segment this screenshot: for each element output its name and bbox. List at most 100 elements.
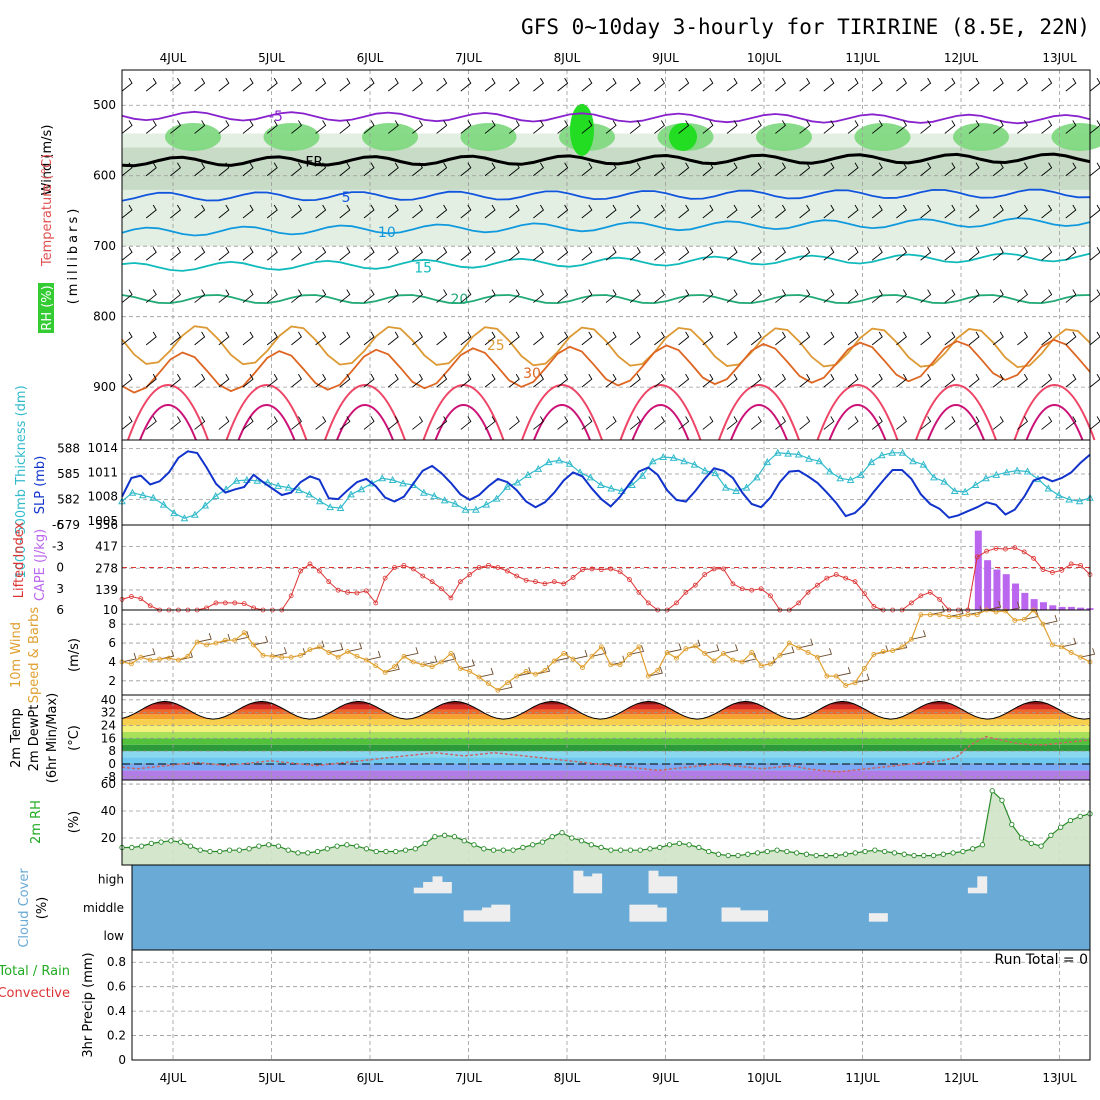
- thickness-point: [773, 448, 782, 456]
- wind-barb: [121, 652, 137, 663]
- lifted-index-point: [993, 545, 999, 551]
- wind-barb: [363, 120, 375, 134]
- cloud-cover-bar: [482, 907, 492, 922]
- wind-barb: [775, 204, 786, 219]
- temp-color-band: [122, 763, 1090, 771]
- wind-speed-point: [965, 612, 971, 618]
- temp-color-band: [122, 744, 1090, 752]
- lifted-index-point: [363, 588, 369, 594]
- isotherm-line: [521, 384, 603, 441]
- wind-barb: [363, 247, 375, 261]
- wind-barb: [750, 289, 762, 303]
- wind-barb: [750, 120, 762, 134]
- wind-barb: [779, 646, 795, 656]
- precip-tick-label: 0.4: [107, 1004, 126, 1018]
- isotherm-line: [121, 294, 1091, 305]
- lifted-index-point: [739, 586, 745, 592]
- cloud-cover-bar: [730, 907, 741, 922]
- wind-barb: [847, 162, 859, 177]
- wind-barb: [194, 247, 206, 261]
- wind-barb: [1080, 648, 1096, 658]
- lifted-index-point: [504, 568, 510, 574]
- wind-barb: [1065, 373, 1077, 388]
- lifted-index-point: [1003, 546, 1008, 552]
- wind-barb: [387, 77, 399, 92]
- wind-speed-point: [645, 673, 651, 679]
- lifted-index-point: [730, 581, 736, 587]
- wind-barb: [573, 649, 588, 660]
- wind-barb: [678, 289, 690, 303]
- wind-barb: [554, 651, 569, 662]
- wind-barb: [436, 247, 448, 261]
- wind-barb: [944, 373, 956, 388]
- cloud-cover-bar: [432, 876, 443, 894]
- rh-point: [500, 847, 506, 853]
- lifted-index-point: [927, 589, 933, 595]
- wind-barb: [702, 77, 714, 92]
- wind-barb: [702, 331, 714, 346]
- lifted-index-point: [551, 579, 557, 585]
- thickness-tick-label: 585: [57, 467, 80, 481]
- wind-barb: [654, 416, 665, 430]
- thickness-point: [950, 486, 959, 494]
- wind-barb: [366, 650, 381, 661]
- wind-barb: [775, 289, 786, 303]
- rh-point: [598, 844, 604, 851]
- wind-barb: [775, 416, 786, 430]
- isotherm-label: 5: [342, 190, 351, 206]
- wind-barb: [968, 77, 980, 92]
- thickness-point: [753, 473, 761, 481]
- temp-2m-ylabels: 2m Temp 2m DewPt (6hr Min/Max) (°C): [9, 693, 82, 783]
- rh-point: [970, 846, 976, 852]
- wind-barb: [436, 120, 448, 134]
- wind-barb: [266, 416, 278, 430]
- pressure-tick-label: 600: [93, 169, 116, 183]
- top-day-label: 7JUL: [455, 51, 482, 65]
- rh-point: [285, 847, 291, 853]
- wind-speed-point: [542, 667, 548, 673]
- wind-barb: [121, 247, 133, 261]
- cloud-level-label: low: [104, 929, 125, 943]
- wind-barb: [1041, 289, 1053, 303]
- cape-li-ylabels: Lifted Index CAPE (J/kg): [12, 521, 48, 601]
- lifted-index-point: [523, 577, 529, 583]
- rh-point: [138, 843, 145, 849]
- rh-2m-label: 2m RH: [29, 800, 44, 844]
- wind-barb: [1041, 416, 1053, 430]
- cape-bar: [1002, 574, 1010, 610]
- wind-barb: [508, 162, 520, 177]
- lifted-index-point: [561, 581, 567, 587]
- thickness-point: [513, 478, 522, 486]
- li-tick-label: 3: [56, 582, 64, 596]
- top-day-label: 9JUL: [652, 51, 679, 65]
- thickness-point: [211, 492, 220, 500]
- wind-barb: [387, 331, 399, 346]
- wind-barb: [920, 416, 932, 430]
- rh-2m-panel: 20 40 60: [101, 777, 1093, 866]
- slp-tick-label: 1011: [87, 465, 118, 479]
- cloud-cover-bar: [758, 910, 769, 922]
- cloud-cover-bar: [667, 876, 678, 894]
- wind-tick-label: 6: [108, 636, 116, 650]
- temp-color-band: [122, 757, 1090, 764]
- wind-barb: [1089, 373, 1100, 388]
- wind-barb: [436, 331, 448, 346]
- thickness-point: [388, 475, 397, 483]
- thickness-point: [711, 469, 720, 477]
- lifted-index-point: [222, 600, 228, 606]
- wind-barb: [1065, 331, 1077, 346]
- lifted-index-point: [702, 572, 708, 577]
- wind-barb: [823, 373, 835, 388]
- wind-barb: [854, 673, 870, 684]
- wind-barb: [460, 204, 472, 219]
- wind-barb: [533, 204, 544, 219]
- rh-point: [1018, 835, 1025, 841]
- wind-barb: [557, 77, 569, 92]
- wind-barb: [605, 120, 617, 134]
- thickness-point: [347, 490, 355, 498]
- li-tick-label: 6: [56, 603, 64, 617]
- wind-barb: [412, 247, 423, 261]
- wind-barb: [605, 331, 617, 346]
- thickness-point: [1013, 466, 1021, 474]
- thickness-point: [888, 448, 897, 456]
